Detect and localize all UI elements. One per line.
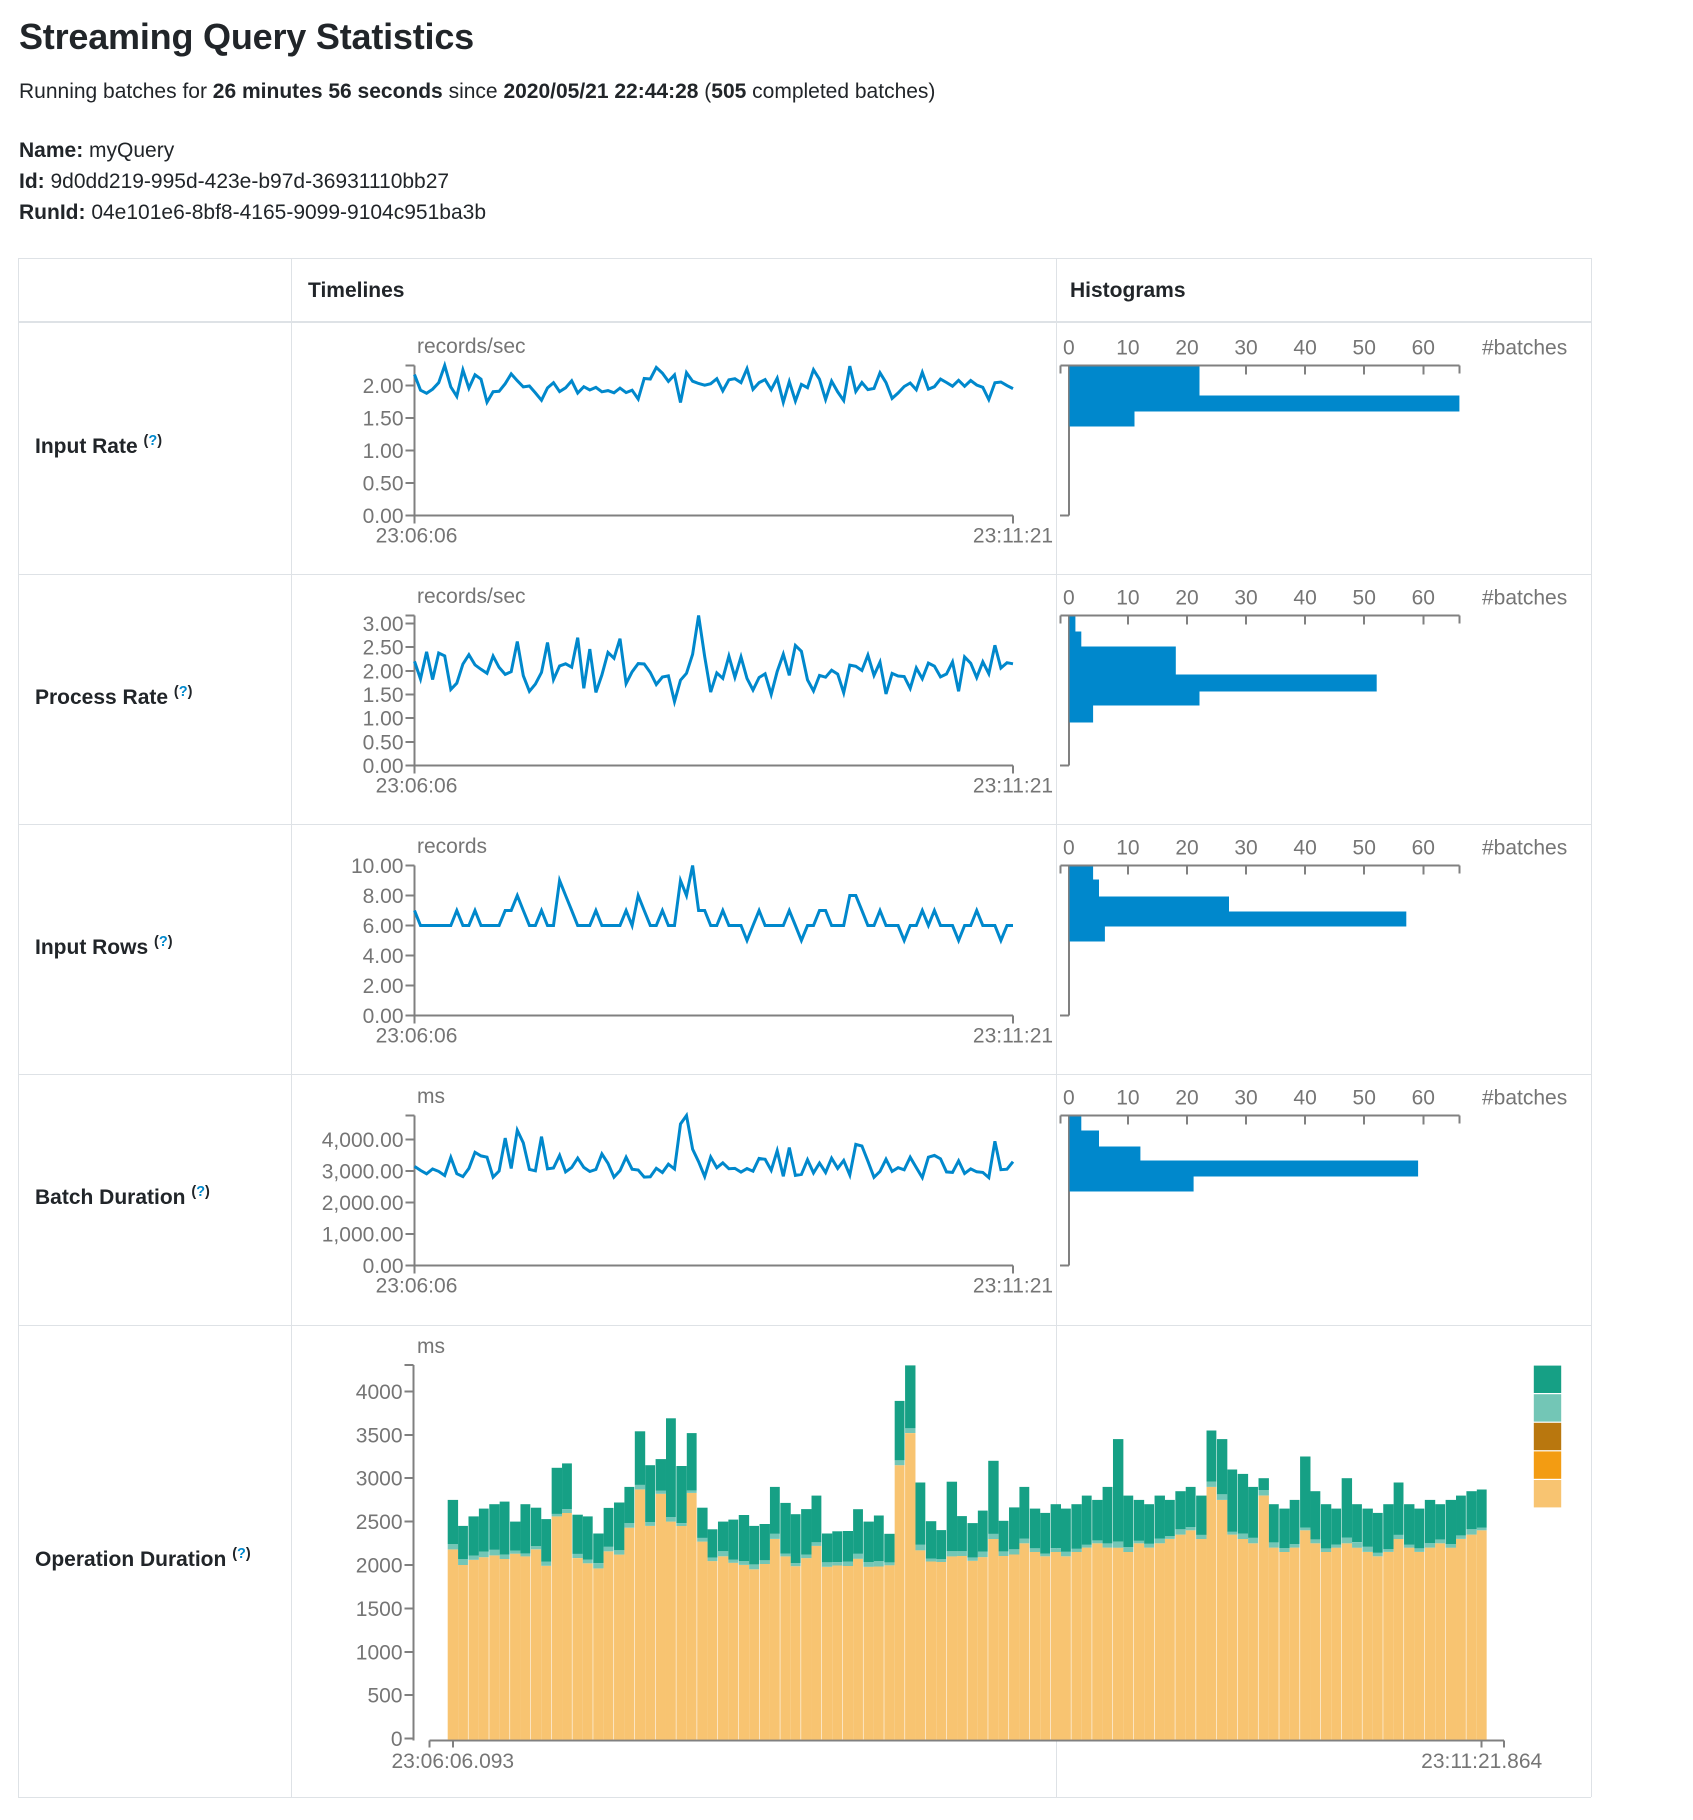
svg-text:2.50: 2.50 — [363, 637, 404, 660]
svg-text:2.00: 2.00 — [363, 975, 404, 998]
svg-text:60: 60 — [1412, 337, 1435, 360]
svg-text:23:11:21: 23:11:21 — [973, 1275, 1053, 1298]
svg-text:1.00: 1.00 — [363, 708, 404, 731]
svg-text:23:06:06: 23:06:06 — [376, 1275, 458, 1298]
svg-text:50: 50 — [1353, 587, 1376, 610]
svg-text:2500: 2500 — [356, 1511, 403, 1534]
svg-text:#batches: #batches — [1482, 837, 1567, 860]
svg-text:10.00: 10.00 — [351, 855, 404, 878]
svg-text:3.00: 3.00 — [363, 613, 404, 636]
svg-text:23:06:06: 23:06:06 — [376, 525, 458, 548]
svg-text:#batches: #batches — [1482, 587, 1567, 610]
svg-text:1,000.00: 1,000.00 — [322, 1224, 404, 1247]
svg-text:8.00: 8.00 — [363, 885, 404, 908]
svg-text:30: 30 — [1234, 1087, 1257, 1110]
svg-text:23:06:06: 23:06:06 — [376, 775, 458, 798]
svg-text:0.00: 0.00 — [363, 755, 404, 778]
svg-text:23:06:06.093: 23:06:06.093 — [391, 1750, 514, 1773]
svg-text:0: 0 — [1063, 837, 1075, 860]
svg-text:0.00: 0.00 — [363, 1005, 404, 1028]
svg-text:3,000.00: 3,000.00 — [322, 1161, 404, 1184]
svg-text:60: 60 — [1412, 1087, 1435, 1110]
svg-text:30: 30 — [1234, 337, 1257, 360]
svg-text:23:11:21: 23:11:21 — [973, 525, 1053, 548]
svg-text:records/sec: records/sec — [417, 585, 526, 608]
svg-text:60: 60 — [1412, 837, 1435, 860]
svg-text:20: 20 — [1175, 1087, 1198, 1110]
svg-text:4000: 4000 — [356, 1381, 403, 1404]
svg-text:20: 20 — [1175, 837, 1198, 860]
svg-text:2,000.00: 2,000.00 — [322, 1192, 404, 1215]
svg-text:1.50: 1.50 — [363, 684, 404, 707]
svg-text:ms: ms — [417, 1335, 445, 1358]
svg-text:23:06:06: 23:06:06 — [376, 1025, 458, 1048]
svg-text:4.00: 4.00 — [363, 945, 404, 968]
svg-text:30: 30 — [1234, 587, 1257, 610]
svg-text:3500: 3500 — [356, 1424, 403, 1447]
svg-text:50: 50 — [1353, 1087, 1376, 1110]
svg-text:0: 0 — [1063, 1087, 1075, 1110]
svg-text:10: 10 — [1116, 837, 1139, 860]
svg-text:40: 40 — [1293, 837, 1316, 860]
svg-text:0: 0 — [1063, 337, 1075, 360]
svg-text:records: records — [417, 835, 487, 858]
svg-text:50: 50 — [1353, 837, 1376, 860]
svg-text:40: 40 — [1293, 337, 1316, 360]
svg-text:60: 60 — [1412, 587, 1435, 610]
svg-text:10: 10 — [1116, 587, 1139, 610]
svg-text:20: 20 — [1175, 337, 1198, 360]
svg-text:50: 50 — [1353, 337, 1376, 360]
svg-text:1.00: 1.00 — [363, 440, 404, 463]
svg-text:1000: 1000 — [356, 1641, 403, 1664]
svg-text:500: 500 — [367, 1685, 402, 1708]
svg-text:#batches: #batches — [1482, 1087, 1567, 1110]
svg-text:4,000.00: 4,000.00 — [322, 1129, 404, 1152]
svg-text:6.00: 6.00 — [363, 915, 404, 938]
svg-text:0: 0 — [1063, 587, 1075, 610]
svg-text:0: 0 — [391, 1728, 403, 1751]
svg-text:0.00: 0.00 — [363, 505, 404, 528]
svg-text:40: 40 — [1293, 1087, 1316, 1110]
svg-text:3000: 3000 — [356, 1468, 403, 1491]
svg-text:#batches: #batches — [1482, 337, 1567, 360]
svg-text:ms: ms — [417, 1085, 445, 1108]
svg-text:30: 30 — [1234, 837, 1257, 860]
svg-text:23:11:21: 23:11:21 — [973, 775, 1053, 798]
svg-text:40: 40 — [1293, 587, 1316, 610]
svg-text:records/sec: records/sec — [417, 335, 526, 358]
svg-text:2000: 2000 — [356, 1555, 403, 1578]
svg-text:0.50: 0.50 — [363, 473, 404, 496]
svg-text:20: 20 — [1175, 587, 1198, 610]
svg-text:2.00: 2.00 — [363, 660, 404, 683]
svg-text:0.00: 0.00 — [363, 1255, 404, 1278]
svg-text:10: 10 — [1116, 1087, 1139, 1110]
svg-text:1500: 1500 — [356, 1598, 403, 1621]
svg-text:10: 10 — [1116, 337, 1139, 360]
svg-text:23:11:21: 23:11:21 — [973, 1025, 1053, 1048]
svg-text:1.50: 1.50 — [363, 408, 404, 431]
svg-text:2.00: 2.00 — [363, 375, 404, 398]
svg-text:23:11:21.864: 23:11:21.864 — [1421, 1750, 1542, 1773]
svg-text:0.50: 0.50 — [363, 731, 404, 754]
